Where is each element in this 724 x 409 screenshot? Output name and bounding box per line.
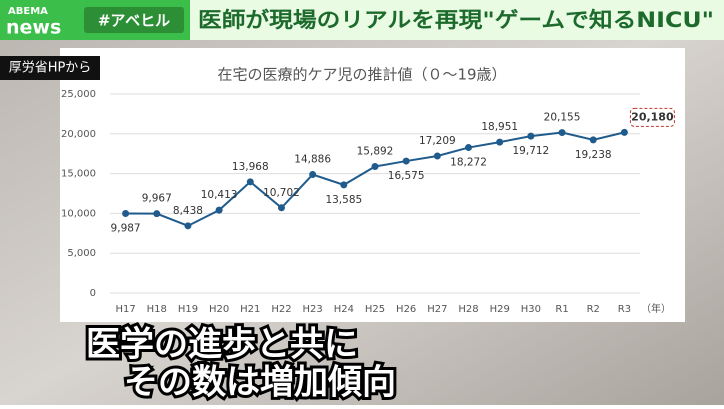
source-badge: 厚労省HPから xyxy=(9,61,92,76)
x-tick-label: H30 xyxy=(521,304,541,315)
x-tick-label: H17 xyxy=(115,304,135,315)
x-tick-label: H27 xyxy=(427,304,447,315)
x-tick-label: H25 xyxy=(365,304,385,315)
value-label: 20,155 xyxy=(544,112,581,124)
y-tick-label: 10,000 xyxy=(61,208,96,219)
x-tick-label: H21 xyxy=(240,304,260,315)
x-tick-label: H28 xyxy=(458,304,478,315)
value-label: 8,438 xyxy=(173,205,203,217)
data-point xyxy=(402,157,410,165)
value-label: 15,892 xyxy=(357,145,394,157)
x-tick-label: H29 xyxy=(490,304,510,315)
value-label: 18,951 xyxy=(481,121,518,133)
data-point xyxy=(277,204,285,212)
data-point xyxy=(620,128,628,136)
highlight-box xyxy=(629,107,675,127)
value-label: 20,180 xyxy=(631,110,674,123)
x-unit: （年） xyxy=(641,302,671,315)
y-tick-label: 15,000 xyxy=(61,169,96,180)
data-point xyxy=(215,206,223,214)
x-tick-label: R3 xyxy=(618,304,631,315)
value-label: 18,272 xyxy=(450,157,487,169)
x-tick-label: H23 xyxy=(303,304,323,315)
x-tick-label: H18 xyxy=(147,304,167,315)
value-label: 9,967 xyxy=(142,193,172,205)
chart-title: 在宅の医療的ケア児の推計値（０～19歳） xyxy=(217,66,506,84)
hashtag-box xyxy=(84,7,184,33)
y-tick-label: 0 xyxy=(90,288,96,299)
value-label: 19,712 xyxy=(513,145,550,157)
data-point xyxy=(433,152,441,160)
caption-line: その数は増加傾向 xyxy=(124,363,396,403)
caption-line: 医学の進歩と共に xyxy=(86,325,358,365)
data-point xyxy=(122,210,130,218)
value-label: 19,238 xyxy=(575,149,612,161)
logo-bottom: news xyxy=(6,17,61,39)
x-tick-label: H20 xyxy=(209,304,229,315)
data-point xyxy=(558,129,566,137)
x-tick-label: H24 xyxy=(334,304,354,315)
x-tick-label: H26 xyxy=(396,304,416,315)
logo-top: ABEMA xyxy=(8,6,48,17)
data-point xyxy=(309,171,317,179)
x-tick-label: R2 xyxy=(587,304,600,315)
hashtag: #アベヒル xyxy=(98,12,170,30)
data-point xyxy=(527,132,535,140)
headline-box xyxy=(190,0,724,40)
data-point xyxy=(465,144,473,152)
value-label: 10,702 xyxy=(263,187,300,199)
data-point xyxy=(589,136,597,144)
value-label: 14,886 xyxy=(294,154,331,166)
data-point xyxy=(371,162,379,170)
plot: 0 5,000 10,000 15,000 20,000 25,000 H17 9,987 H1… xyxy=(61,89,675,315)
chart-panel xyxy=(60,48,685,322)
headline: 医師が現場のリアルを再現"ゲームで知るNICU" xyxy=(198,8,714,32)
source-badge-bg xyxy=(0,56,100,80)
y-tick-label: 20,000 xyxy=(61,129,96,140)
value-label: 9,987 xyxy=(111,223,141,235)
value-label: 13,968 xyxy=(232,161,269,173)
y-tick-label: 25,000 xyxy=(61,89,96,100)
y-tick-label: 5,000 xyxy=(67,248,96,259)
x-tick-label: H22 xyxy=(271,304,291,315)
data-point xyxy=(246,178,254,186)
data-point xyxy=(496,138,504,146)
data-point xyxy=(340,181,348,189)
value-label: 13,585 xyxy=(325,194,362,206)
x-tick-label: R1 xyxy=(555,304,568,315)
value-label: 16,575 xyxy=(388,170,425,182)
value-label: 17,209 xyxy=(419,135,456,147)
value-label: 10,413 xyxy=(201,189,238,201)
x-tick-label: H19 xyxy=(178,304,198,315)
data-point xyxy=(153,210,161,218)
data-point xyxy=(184,222,192,230)
